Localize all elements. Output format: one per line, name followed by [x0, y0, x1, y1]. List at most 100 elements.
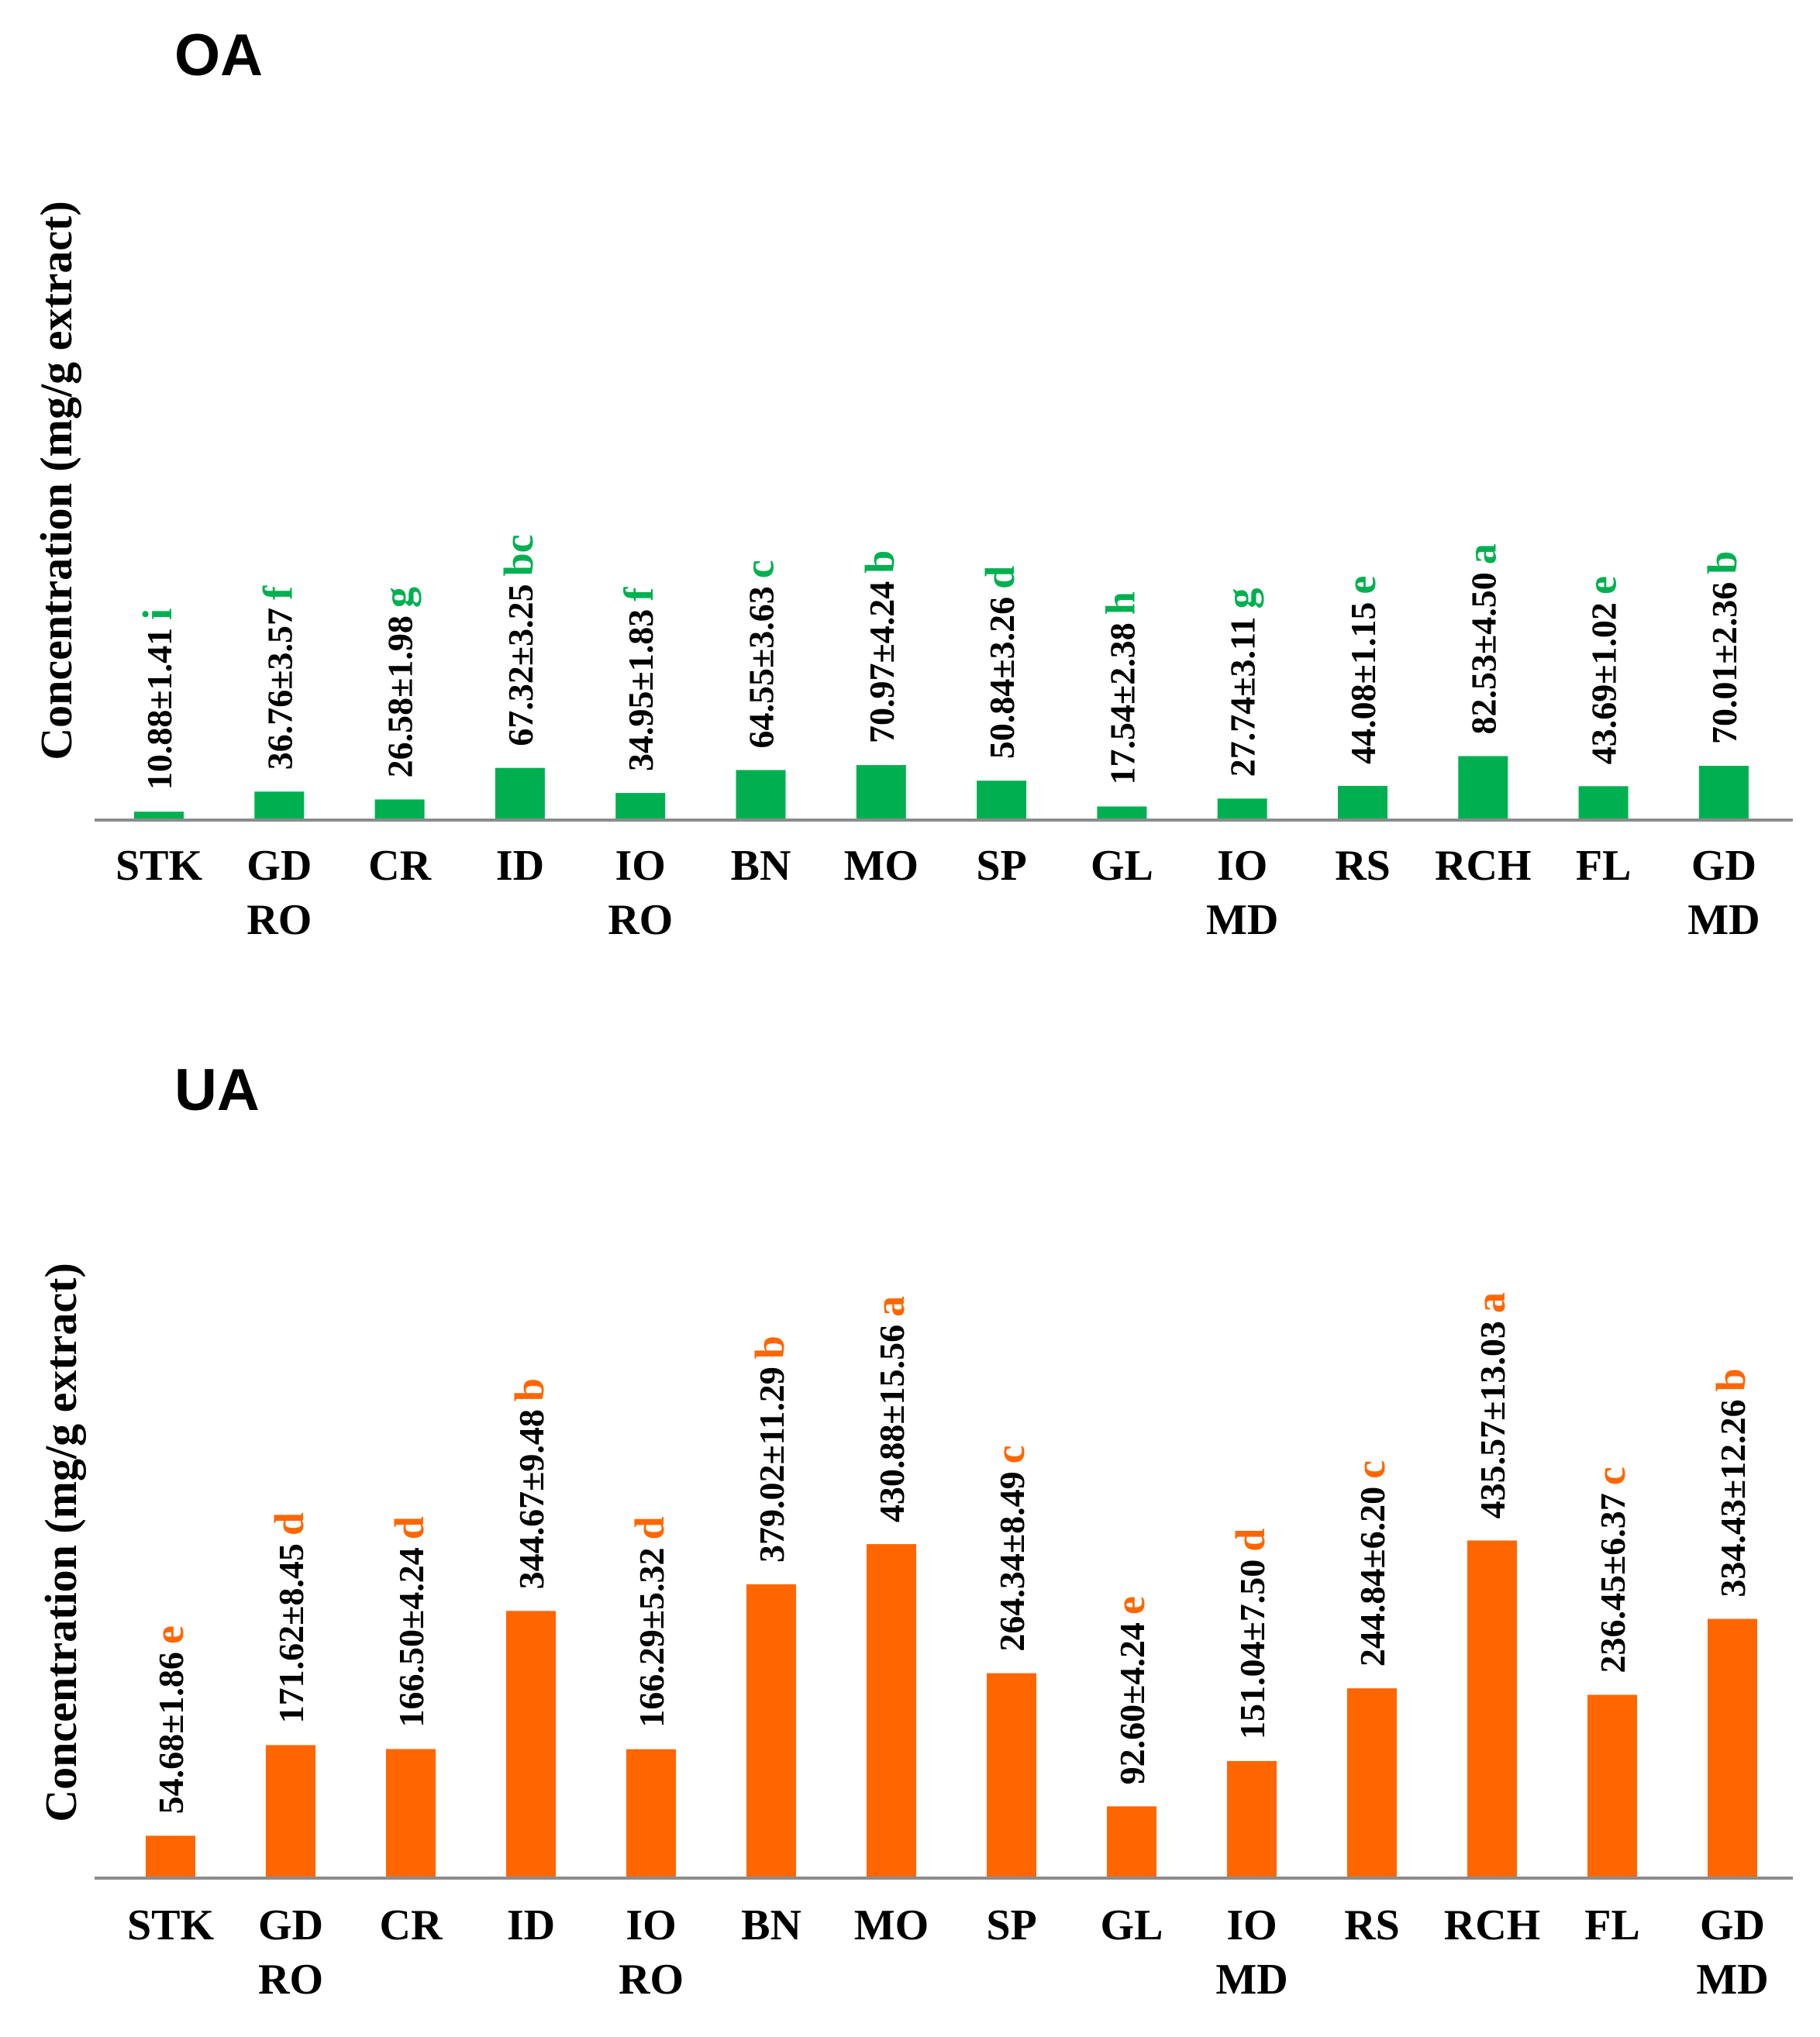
ua-x-tick-line: RS — [1344, 1901, 1400, 1949]
oa-data-label: 27.74±3.11 — [1223, 617, 1263, 777]
oa-x-tick-line: GD — [1691, 842, 1756, 890]
oa-data-label: 82.53±4.50 — [1463, 572, 1503, 734]
ua-significance-letter: a — [1467, 1292, 1514, 1313]
oa-x-tick-label: CR — [368, 842, 431, 890]
oa-data-label: 50.84±3.26 — [982, 597, 1022, 759]
oa-y-axis-label: Concentration (mg/g extract) — [31, 201, 81, 760]
oa-x-tick-line: SP — [976, 842, 1026, 890]
oa-data-label: 36.76±3.57 — [260, 608, 299, 770]
ua-x-tick-label: GD MD — [1696, 1901, 1768, 2004]
oa-panel: OA Concentration (mg/g extract) 10.88±1.… — [31, 22, 1793, 944]
oa-significance-letter: g — [375, 587, 422, 608]
oa-significance-letter: c — [736, 560, 783, 578]
ua-significance-letter: a — [867, 1296, 913, 1317]
oa-bar — [495, 767, 545, 820]
ua-bar-annotation: 430.88±15.56 a — [867, 1296, 913, 1522]
oa-data-label: 34.95±1.83 — [621, 609, 660, 771]
ua-bar — [1107, 1806, 1156, 1878]
oa-x-tick-line: ID — [496, 842, 544, 890]
oa-x-tick-label: IO RO — [608, 842, 673, 944]
ua-x-tick-line: IO — [626, 1901, 676, 1949]
ua-bar-annotation: 344.67±9.48 b — [506, 1378, 553, 1589]
oa-bar — [1698, 765, 1749, 820]
ua-x-tick-label: MO — [854, 1901, 929, 1949]
oa-x-tick-line: RCH — [1435, 842, 1531, 890]
ua-bar — [1708, 1618, 1757, 1878]
ua-x-tick-line: RO — [619, 1956, 684, 2004]
ua-x-tick-line: CR — [380, 1901, 443, 1949]
ua-significance-letter: b — [746, 1336, 793, 1359]
oa-bar-annotation: 17.54±2.38 h — [1097, 591, 1143, 784]
oa-data-label: 44.08±1.15 — [1343, 602, 1383, 764]
oa-data-label: 64.55±3.63 — [742, 586, 781, 748]
oa-x-tick-label: GL — [1091, 842, 1153, 890]
ua-bar — [506, 1611, 556, 1878]
oa-x-tick-line: RO — [246, 896, 312, 944]
oa-bar — [977, 781, 1027, 820]
ua-significance-letter: d — [626, 1516, 673, 1539]
ua-bar-annotation: 171.62±8.45 d — [266, 1512, 312, 1723]
oa-x-tick-line: GL — [1091, 842, 1153, 890]
oa-bar — [1097, 806, 1147, 820]
oa-bar — [856, 765, 906, 820]
ua-x-tick-line: ID — [507, 1901, 555, 1949]
oa-x-tick-line: IO — [1217, 842, 1267, 890]
ua-bars: 54.68±1.86 e STK 171.62±8.45 d GD RO 166.50±4.2… — [127, 1292, 1769, 2004]
ua-x-tick-line: MO — [854, 1901, 929, 1949]
ua-data-label: 244.84±6.20 — [1353, 1487, 1392, 1666]
ua-x-tick-label: IO RO — [619, 1901, 684, 2004]
oa-significance-letter: f — [254, 585, 301, 600]
ua-x-tick-line: BN — [741, 1901, 801, 1949]
oa-significance-letter: i — [134, 608, 181, 620]
ua-data-label: 379.02±11.29 — [752, 1367, 791, 1563]
ua-x-tick-line: RCH — [1444, 1901, 1540, 1949]
oa-x-tick-label: STK — [115, 842, 202, 890]
ua-panel: UA Concentration (mg/g extract) 54.68±1.… — [36, 1057, 1793, 2004]
ua-data-label: 264.34±8.49 — [992, 1471, 1032, 1651]
oa-bar-annotation: 70.01±2.36 b — [1699, 551, 1746, 744]
oa-data-label: 10.88±1.41 — [140, 628, 179, 790]
oa-significance-letter: f — [615, 587, 662, 601]
ua-significance-letter: c — [1347, 1460, 1394, 1479]
oa-bar-annotation: 27.74±3.11 g — [1218, 588, 1264, 777]
ua-x-tick-label: GD RO — [258, 1901, 323, 2004]
oa-bar-annotation: 67.32±3.25 bc — [495, 534, 542, 746]
ua-significance-letter: b — [506, 1378, 553, 1401]
oa-x-tick-label: SP — [976, 842, 1026, 890]
ua-bar-annotation: 379.02±11.29 b — [746, 1336, 793, 1563]
ua-significance-letter: e — [1107, 1596, 1153, 1615]
oa-significance-letter: b — [1699, 551, 1746, 574]
ua-bar — [626, 1749, 676, 1878]
oa-bars: 10.88±1.41 i STK 36.76±3.57 f GD RO 26.58±1.98 g… — [115, 534, 1760, 944]
oa-x-tick-line: MD — [1206, 896, 1278, 944]
oa-x-tick-line: BN — [731, 842, 791, 890]
ua-x-tick-label: FL — [1584, 1901, 1640, 1949]
ua-data-label: 344.67±9.48 — [512, 1409, 551, 1589]
oa-significance-letter: b — [857, 550, 903, 574]
oa-x-tick-label: BN — [731, 842, 791, 890]
ua-x-tick-line: MD — [1696, 1956, 1768, 2004]
ua-data-label: 236.45±6.37 — [1593, 1493, 1632, 1673]
oa-bar — [615, 793, 666, 820]
oa-bar — [374, 799, 425, 820]
ua-x-tick-label: RS — [1344, 1901, 1400, 1949]
oa-x-tick-line: MD — [1687, 896, 1760, 944]
ua-x-tick-line: SP — [986, 1901, 1036, 1949]
oa-significance-letter: g — [1218, 588, 1264, 609]
ua-x-tick-label: RCH — [1444, 1901, 1540, 1949]
oa-bar-annotation: 26.58±1.98 g — [375, 587, 422, 777]
ua-bar — [1587, 1694, 1637, 1878]
ua-bar-annotation: 151.04±7.50 d — [1227, 1529, 1274, 1739]
oa-bar-annotation: 10.88±1.41 i — [134, 608, 181, 790]
ua-bar — [1347, 1688, 1397, 1878]
oa-significance-letter: h — [1097, 591, 1143, 615]
oa-bar — [134, 812, 184, 820]
ua-significance-letter: c — [987, 1445, 1033, 1463]
ua-x-tick-line: GD — [258, 1901, 323, 1949]
ua-bar — [266, 1745, 315, 1878]
ua-significance-letter: d — [1227, 1529, 1274, 1552]
ua-x-tick-label: CR — [380, 1901, 443, 1949]
oa-data-label: 17.54±2.38 — [1102, 622, 1142, 784]
oa-data-label: 70.01±2.36 — [1705, 582, 1744, 744]
oa-x-tick-label: FL — [1576, 842, 1632, 890]
